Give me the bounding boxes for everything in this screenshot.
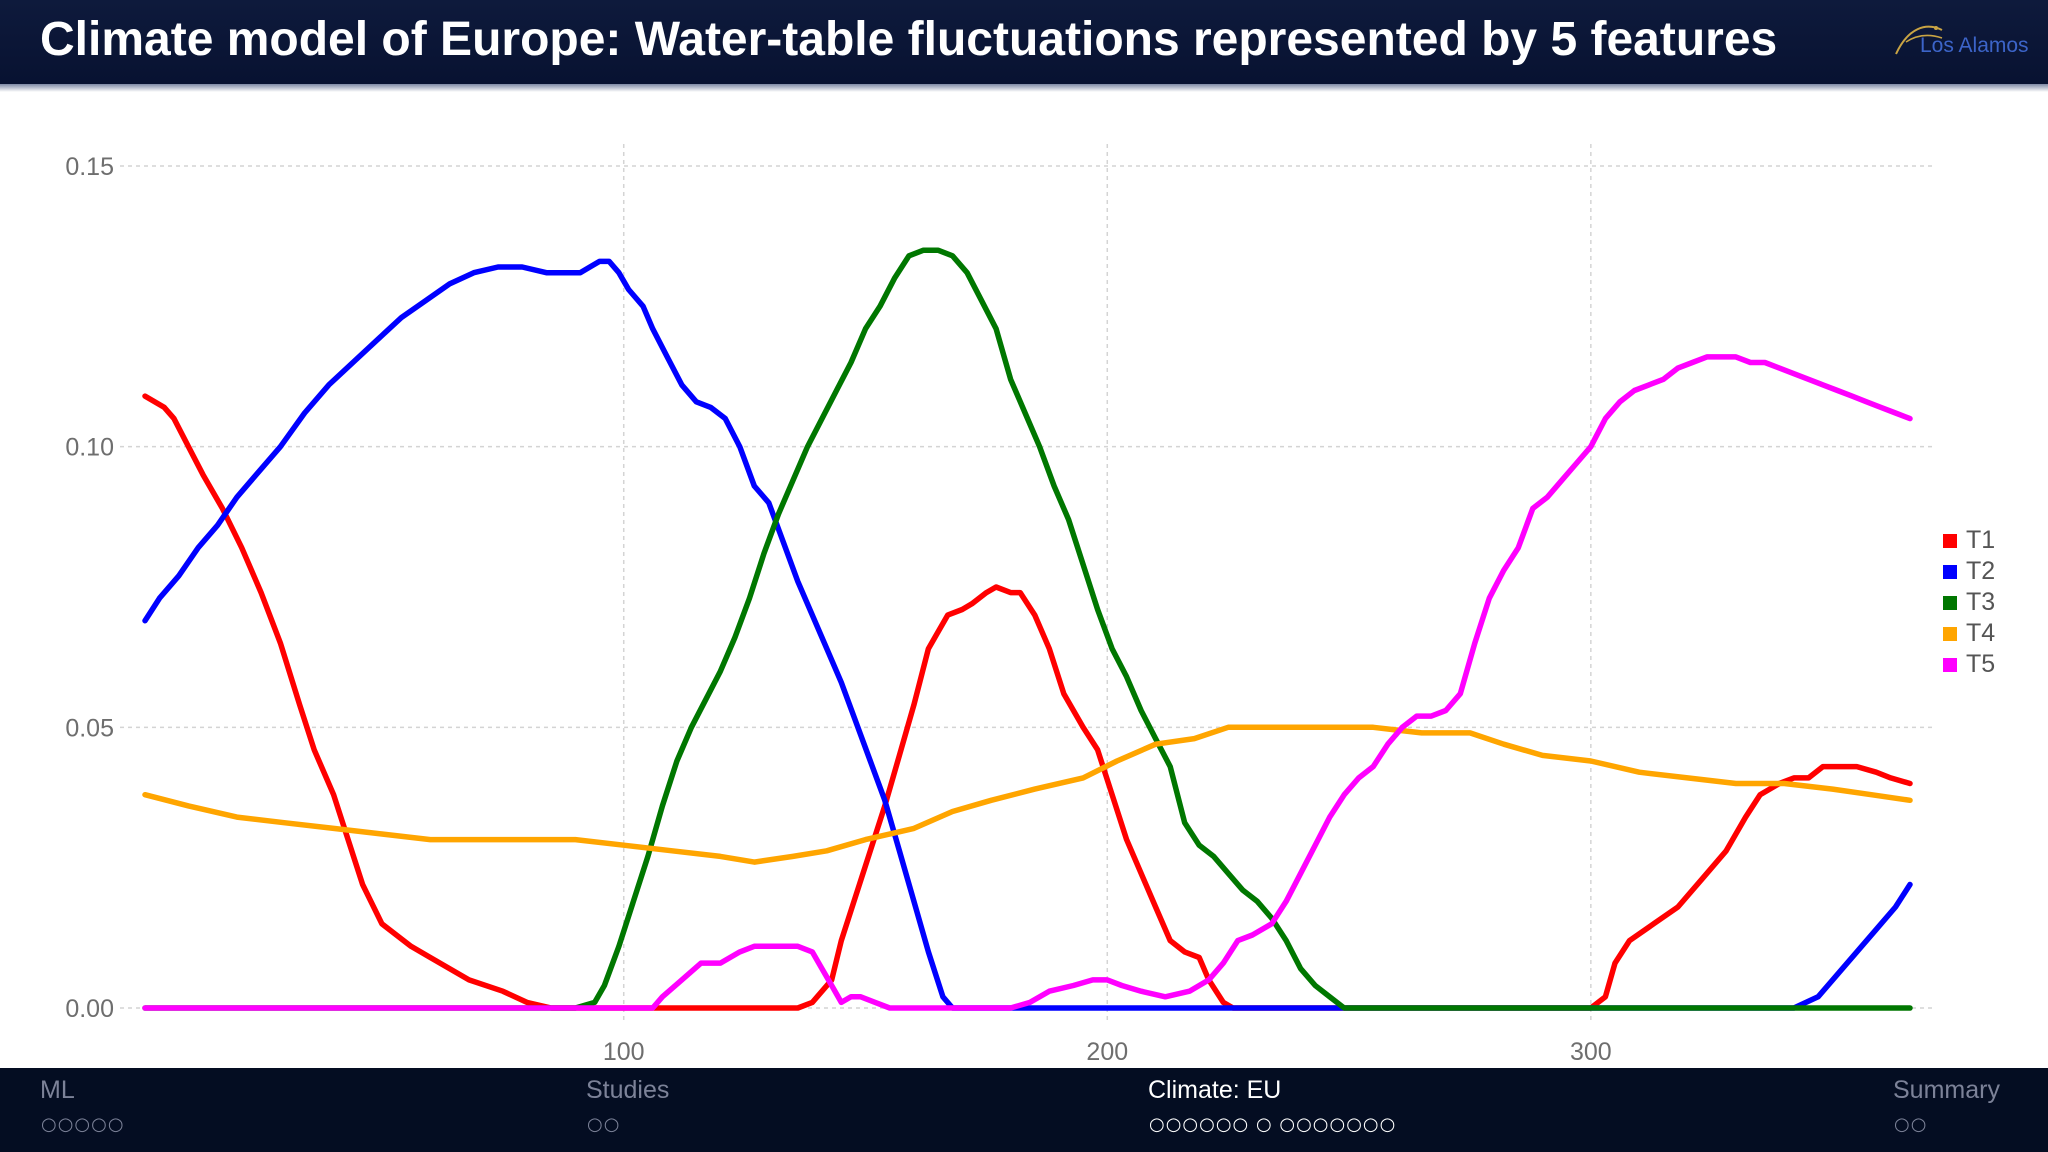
line-chart: 0.00 0.05 0.10 0.15 100 200 300 T1 T2 T3 T4 T5: [65, 144, 1995, 1066]
legend-label-t5: T5: [1966, 650, 1995, 678]
nav-section-summary[interactable]: Summary: [1893, 1076, 2000, 1104]
nav-section-studies[interactable]: Studies: [586, 1076, 670, 1104]
x-tick-label: 300: [1570, 1038, 1612, 1066]
legend-label-t2: T2: [1966, 557, 1995, 585]
los-alamos-logo: Los Alamos: [1892, 20, 2042, 70]
nav-slide-dots[interactable]: ○○○○○: [41, 1114, 125, 1135]
x-tick-label: 100: [603, 1038, 645, 1066]
logo-text: Los Alamos: [1920, 34, 2029, 57]
series-line-t3: [142, 247, 1913, 1011]
header-shadow: [0, 84, 2048, 92]
y-tick-label: 0.00: [65, 995, 114, 1023]
series-line-t2: [142, 258, 1913, 1011]
y-tick-label: 0.10: [65, 434, 114, 462]
nav-slide-dots[interactable]: ○○○○○○ ○ ○○○○○○○: [1149, 1114, 1397, 1135]
y-tick-label: 0.15: [65, 153, 114, 181]
y-tick-label: 0.05: [65, 714, 114, 742]
legend-swatch-t4: [1943, 627, 1957, 641]
series-line-t5: [142, 354, 1913, 1011]
nav-section-ml[interactable]: ML: [40, 1076, 75, 1104]
legend-swatch-t1: [1943, 534, 1957, 548]
legend-label-t3: T3: [1966, 588, 1995, 616]
legend-label-t4: T4: [1966, 619, 1995, 647]
x-tick-label: 200: [1086, 1038, 1128, 1066]
slide-title: Climate model of Europe: Water-table flu…: [40, 13, 1778, 66]
nav-slide-dots[interactable]: ○○: [587, 1114, 621, 1135]
legend-label-t1: T1: [1966, 526, 1995, 554]
navigation-footer: ML ○○○○○ Studies ○○ Climate: EU ○○○○○○ ○ ○○○○…: [0, 1068, 2048, 1152]
legend-swatch-t2: [1943, 565, 1957, 579]
nav-slide-dots[interactable]: ○○: [1894, 1114, 1928, 1135]
slide-header: Climate model of Europe: Water-table flu…: [0, 0, 2048, 84]
nav-section-climate-eu[interactable]: Climate: EU: [1148, 1076, 1282, 1104]
legend-swatch-t5: [1943, 658, 1957, 672]
legend-swatch-t3: [1943, 596, 1957, 610]
series-line-t1: [142, 393, 1913, 1011]
series-line-t4: [142, 724, 1913, 865]
logo-swoosh-icon: [1895, 25, 1943, 55]
